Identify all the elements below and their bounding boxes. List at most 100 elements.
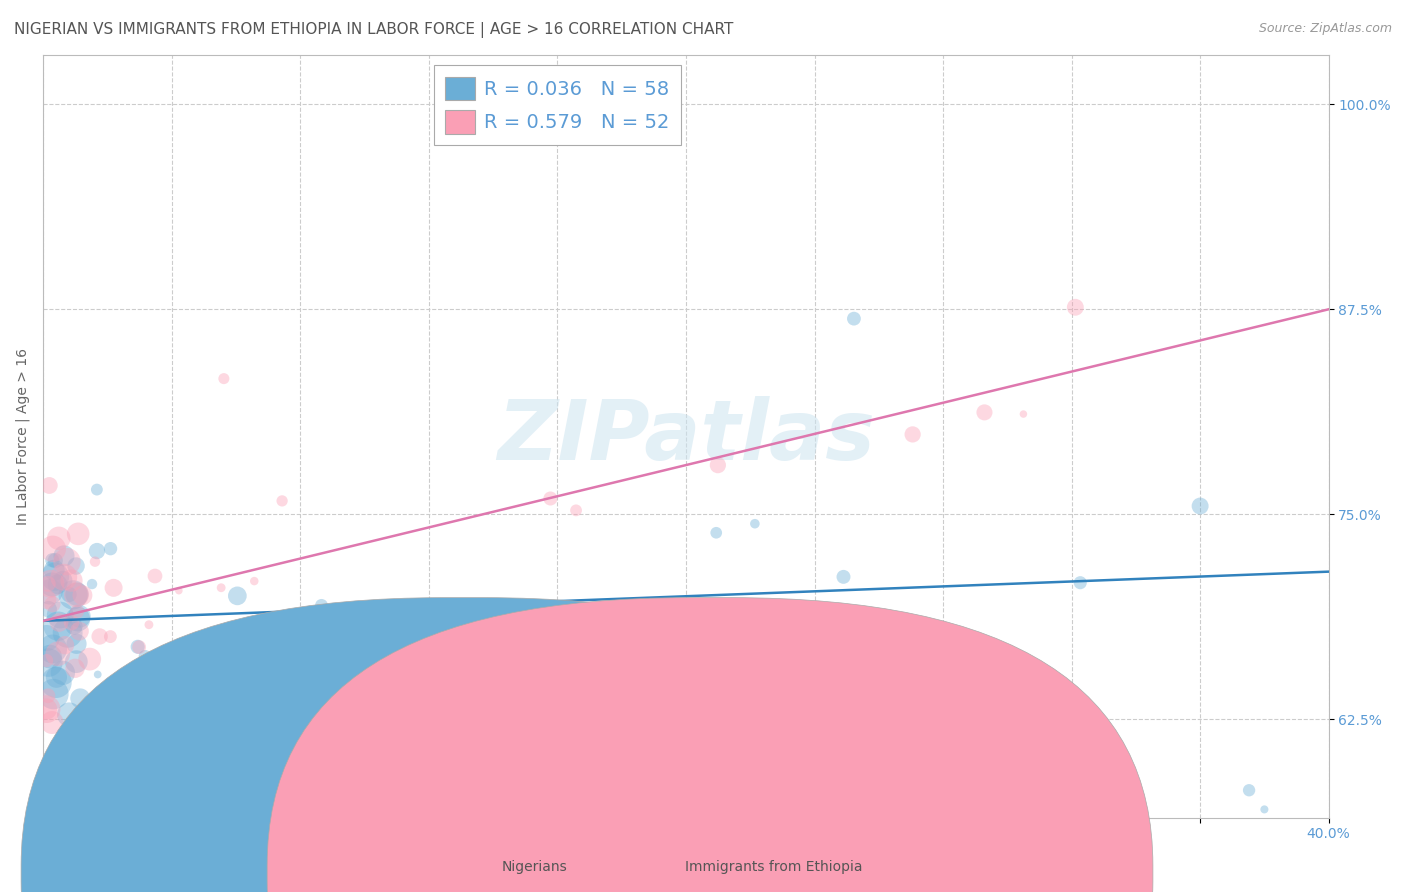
Point [45, 675, 67, 690]
Point [37, 577, 59, 591]
Point [72, 588, 94, 602]
Point [100, 690, 122, 704]
Point [209, 581, 232, 595]
Point [311, 599, 333, 613]
Point [84, 555, 107, 569]
Point [53, 638, 76, 652]
Point [49, 608, 72, 623]
Point [226, 589, 249, 603]
Point [63, 619, 86, 633]
Point [538, 491, 561, 506]
Point [973, 405, 995, 419]
Text: ZIPatlas: ZIPatlas [498, 396, 875, 477]
Point [901, 427, 924, 442]
Point [1012, 407, 1035, 421]
Point [60, 574, 83, 588]
Point [69, 691, 91, 706]
Legend: R = 0.036   N = 58, R = 0.579   N = 52: R = 0.036 N = 58, R = 0.579 N = 52 [433, 65, 682, 145]
Point [842, 311, 865, 326]
Point [260, 612, 283, 626]
Point [704, 525, 727, 540]
Point [46, 577, 69, 591]
Point [86, 544, 108, 558]
Point [37, 689, 59, 703]
Y-axis label: In Labor Force | Age > 16: In Labor Force | Age > 16 [15, 348, 30, 524]
Point [52, 665, 75, 680]
Point [56, 555, 79, 569]
Point [1069, 575, 1091, 590]
Point [98, 698, 121, 713]
Point [66, 587, 89, 601]
Point [167, 583, 190, 598]
Point [63, 661, 86, 675]
Point [38, 602, 60, 616]
Point [79, 729, 101, 743]
Point [41, 597, 63, 611]
Point [45, 670, 67, 684]
Point [46, 647, 69, 661]
Point [100, 541, 122, 556]
Point [87, 667, 110, 681]
Point [53, 549, 76, 563]
Point [79, 698, 101, 713]
Point [1189, 499, 1212, 513]
Point [86, 483, 108, 497]
Point [565, 503, 588, 517]
Point [35, 702, 58, 716]
Point [321, 613, 343, 627]
Point [48, 531, 70, 545]
Point [46, 619, 69, 633]
Point [39, 576, 62, 591]
Text: NIGERIAN VS IMMIGRANTS FROM ETHIOPIA IN LABOR FORCE | AGE > 16 CORRELATION CHART: NIGERIAN VS IMMIGRANTS FROM ETHIOPIA IN … [14, 22, 734, 38]
Point [44, 570, 66, 584]
Point [84, 709, 107, 723]
Point [134, 649, 156, 664]
Point [65, 655, 87, 669]
Point [41, 553, 63, 567]
Text: Nigerians: Nigerians [502, 860, 567, 874]
Point [58, 707, 80, 722]
Point [932, 761, 955, 775]
Point [66, 612, 89, 626]
Point [418, 753, 440, 767]
Point [458, 645, 481, 659]
Point [138, 617, 160, 632]
Point [1237, 783, 1260, 797]
Point [128, 640, 150, 654]
Point [41, 715, 63, 730]
Point [103, 581, 125, 595]
Point [271, 494, 294, 508]
Point [143, 569, 166, 583]
Point [80, 577, 103, 591]
Point [243, 574, 266, 588]
Point [38, 478, 60, 492]
Point [35, 702, 58, 716]
Point [87, 690, 110, 705]
Point [44, 563, 66, 577]
Point [100, 630, 122, 644]
Point [67, 526, 90, 541]
Point [744, 516, 766, 531]
Point [56, 625, 79, 640]
Point [247, 696, 270, 710]
Point [62, 588, 84, 602]
Point [254, 642, 277, 657]
Point [101, 729, 124, 743]
Point [42, 541, 65, 556]
Point [66, 604, 89, 618]
Text: Immigrants from Ethiopia: Immigrants from Ethiopia [685, 860, 862, 874]
Point [212, 371, 235, 385]
Point [65, 559, 87, 574]
Point [42, 687, 65, 701]
Point [60, 615, 83, 630]
Text: Source: ZipAtlas.com: Source: ZipAtlas.com [1258, 22, 1392, 36]
Point [48, 615, 70, 630]
Point [39, 649, 62, 664]
Point [35, 654, 58, 668]
Point [707, 458, 730, 472]
Point [1064, 300, 1087, 314]
Point [1253, 802, 1275, 816]
Point [149, 673, 172, 688]
Point [79, 652, 101, 666]
Point [127, 640, 149, 654]
